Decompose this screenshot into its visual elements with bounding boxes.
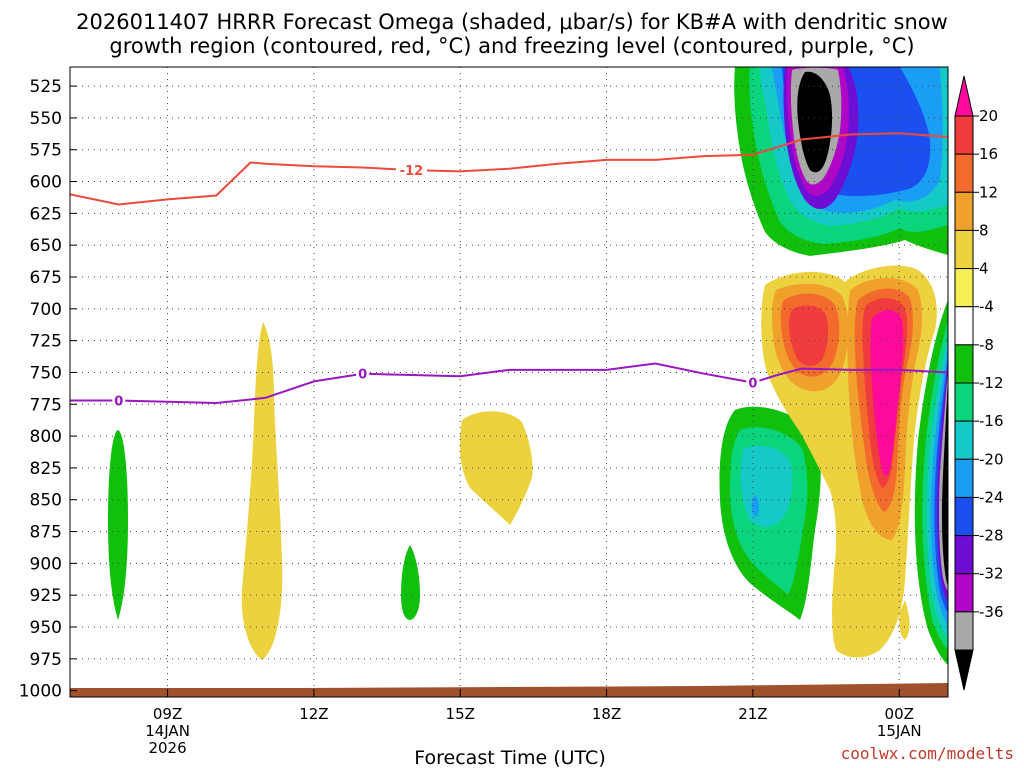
y-tick-label: 625	[30, 204, 62, 224]
omega-upper-black	[797, 71, 833, 173]
contour-label-freezing-level-0: 0	[748, 377, 757, 392]
colorbar-swatch	[954, 229, 974, 270]
omega-right-red	[789, 305, 829, 366]
contour-freezing-level-0	[70, 362, 948, 405]
x-tick-label: 09Z	[153, 705, 182, 723]
omega-mid-cyan	[740, 445, 793, 527]
x-tick-label: 00Z	[885, 705, 914, 723]
y-tick-label: 875	[30, 523, 62, 543]
omega-shading	[108, 67, 948, 665]
omega-yellow-column-11z	[241, 322, 283, 660]
y-tick-label: 1000	[19, 682, 62, 702]
surface-ground	[70, 683, 948, 697]
plot-frame	[69, 66, 949, 698]
y-tick-label: 550	[30, 109, 62, 129]
contour-label-freezing-level-0: 0	[114, 394, 123, 409]
colorbar-label: -16	[979, 412, 1004, 430]
colorbar-swatch	[954, 153, 974, 193]
credit-text: coolwx.com/modelts	[841, 744, 1014, 763]
y-tick-label: 750	[30, 363, 62, 383]
colorbar-swatch	[954, 268, 974, 308]
x-tick-date: 14JAN	[145, 722, 190, 740]
colorbar-label: 8	[979, 221, 989, 239]
y-tick-label: 775	[30, 395, 62, 415]
omega-right-black	[941, 375, 948, 586]
contour-dendritic-minus12	[70, 132, 948, 206]
contour-label-bg	[356, 365, 370, 381]
y-tick-label: 950	[30, 618, 62, 638]
x-tick-label: 12Z	[299, 705, 328, 723]
contour-label-bg	[746, 374, 760, 390]
y-tick-label: 725	[30, 332, 62, 352]
surface-ground-fill	[70, 683, 948, 697]
y-tick-label: 925	[30, 586, 62, 606]
contour-label-freezing-level-0: 0	[358, 368, 367, 383]
y-tick-label: 700	[30, 300, 62, 320]
y-tick-label: 600	[30, 173, 62, 193]
contour-label-dendritic-minus12: -12	[400, 164, 424, 179]
y-tick-label: 900	[30, 554, 62, 574]
colorbar-bottom-triangle	[954, 649, 974, 691]
colorbar-label: 20	[979, 107, 998, 125]
y-tick-label: 575	[30, 141, 62, 161]
grid	[70, 67, 948, 697]
x-axis-title: Forecast Time (UTC)	[414, 747, 605, 768]
colorbar-swatch	[954, 458, 974, 498]
omega-right-yellow-tail	[899, 600, 910, 640]
colorbar-swatch	[954, 115, 974, 155]
colorbar-top-triangle	[954, 75, 974, 117]
colorbar-label: -20	[979, 450, 1004, 468]
omega-mid-lightblue	[751, 495, 759, 517]
colorbar-label: -4	[979, 298, 994, 316]
x-tick-date: 15JAN	[877, 722, 922, 740]
y-axis: 525 550 575 600 625 650 675 700 725 750 775 800 825 8…	[19, 77, 77, 702]
omega-green-cell-14z	[401, 545, 420, 620]
y-tick-label: 800	[30, 427, 62, 447]
contour-label-bg	[395, 162, 427, 178]
colorbar-label: 12	[979, 183, 998, 201]
x-tick-year: 2026	[148, 739, 186, 757]
colorbar-swatch	[954, 191, 974, 231]
contours: -12 0 0 0	[70, 132, 948, 409]
x-tick-label: 21Z	[738, 705, 767, 723]
colorbar-swatch	[954, 420, 974, 460]
colorbar-label: 4	[979, 260, 989, 278]
colorbar-label: -8	[979, 336, 994, 354]
colorbar-label: -28	[979, 527, 1004, 545]
colorbar-swatch	[954, 535, 974, 575]
y-tick-label: 525	[30, 77, 62, 97]
colorbar-label: -24	[979, 488, 1004, 506]
x-tick-label: 15Z	[446, 705, 475, 723]
colorbar-label: -36	[979, 603, 1004, 621]
colorbar-swatch	[954, 611, 974, 651]
colorbar-swatch	[954, 344, 974, 384]
y-tick-label: 675	[30, 268, 62, 288]
colorbar-label: -12	[979, 374, 1004, 392]
colorbar-swatch	[954, 382, 974, 422]
contour-label-bg	[112, 392, 126, 408]
colorbar-swatch	[954, 306, 974, 346]
colorbar-label: -32	[979, 565, 1004, 583]
chart-title-line1: 2026011407 HRRR Forecast Omega (shaded, …	[76, 10, 948, 34]
y-tick-label: 975	[30, 650, 62, 670]
colorbar-swatch	[954, 573, 974, 613]
colorbar-label: 16	[979, 145, 998, 163]
y-tick-label: 850	[30, 491, 62, 511]
y-tick-label: 650	[30, 236, 62, 256]
chart-title-line2: growth region (contoured, red, °C) and f…	[109, 34, 914, 58]
omega-right-pink	[870, 309, 904, 476]
colorbar: 20 16 12 8 4 -4 -8 -12 -16 -20 -24 -28 -32 -36	[954, 75, 1004, 691]
x-tick-label: 18Z	[592, 705, 621, 723]
colorbar-swatch	[954, 496, 974, 537]
y-tick-label: 825	[30, 459, 62, 479]
omega-green-cell-08z	[108, 430, 128, 620]
